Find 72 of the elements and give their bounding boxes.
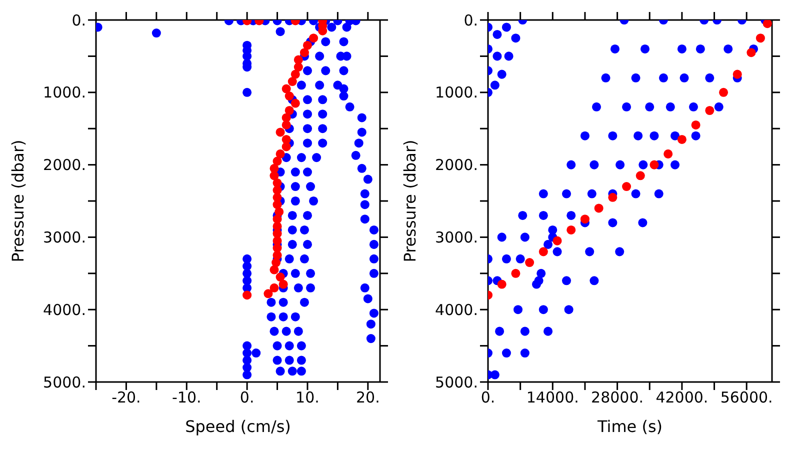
point [290, 70, 300, 79]
point [705, 106, 714, 116]
x-axis-title: Speed (cm/s) [185, 417, 291, 436]
y-tick-label: 5000. [43, 373, 86, 392]
point [566, 225, 576, 234]
point [300, 48, 309, 58]
y-axis-title: Pressure (dbar) [400, 140, 420, 262]
point [282, 142, 291, 152]
point [511, 268, 520, 278]
point [290, 98, 300, 108]
point [691, 120, 700, 130]
y-tick-label: 3000. [435, 228, 478, 247]
point [664, 149, 673, 158]
point [746, 48, 756, 58]
y-tick-label: 5000. [435, 373, 478, 392]
point [622, 182, 632, 192]
y-tick-label: 4000. [435, 300, 478, 319]
point [594, 204, 604, 213]
y-tick-label: 0. [72, 11, 86, 30]
x-tick-label: 10. [296, 388, 320, 407]
point [282, 84, 291, 94]
point [270, 265, 279, 274]
point [732, 70, 742, 79]
x-tick-label: -20. [112, 388, 141, 407]
point [756, 34, 765, 43]
y-tick-label: 2000. [435, 156, 478, 174]
point [270, 283, 279, 292]
x-tick-label: 14000. [526, 388, 579, 407]
point [719, 88, 728, 97]
point [274, 207, 284, 216]
point [580, 214, 590, 224]
x-tick-label: 20. [356, 388, 380, 407]
y-tick-label: 1000. [43, 84, 86, 102]
point [302, 40, 312, 50]
point [288, 77, 297, 86]
x-tick-label: 56000. [720, 388, 773, 407]
point [276, 149, 285, 158]
point [284, 106, 294, 116]
point [272, 156, 282, 166]
y-tick-label: 1000. [435, 84, 478, 102]
y-tick-label: 4000. [43, 300, 86, 319]
x-axis-title: Time (s) [596, 417, 663, 436]
point [284, 92, 294, 101]
y-tick-label: 0. [464, 11, 478, 30]
x-tick-label: 42000. [656, 388, 708, 407]
point [276, 272, 285, 282]
point [278, 280, 288, 289]
point [276, 128, 285, 137]
point [272, 200, 282, 210]
point [272, 258, 281, 268]
point [525, 258, 534, 268]
point [497, 280, 506, 289]
point [264, 289, 273, 298]
point [636, 171, 645, 180]
point [677, 134, 686, 144]
point [270, 171, 279, 180]
point [538, 247, 548, 256]
point [282, 120, 291, 130]
point [294, 62, 303, 72]
y-tick-label: 2000. [43, 156, 86, 174]
point [552, 236, 562, 246]
x-tick-label: -10. [172, 388, 202, 407]
y-tick-label: 3000. [43, 228, 86, 247]
x-tick-label: 28000. [591, 388, 644, 407]
point [608, 192, 618, 202]
point [650, 160, 659, 170]
x-tick-label: 0. [240, 388, 254, 407]
x-tick-label: 0. [480, 388, 496, 407]
y-axis-title: Pressure (dbar) [8, 140, 28, 262]
point [762, 20, 772, 28]
point [309, 34, 318, 43]
point [242, 290, 252, 300]
